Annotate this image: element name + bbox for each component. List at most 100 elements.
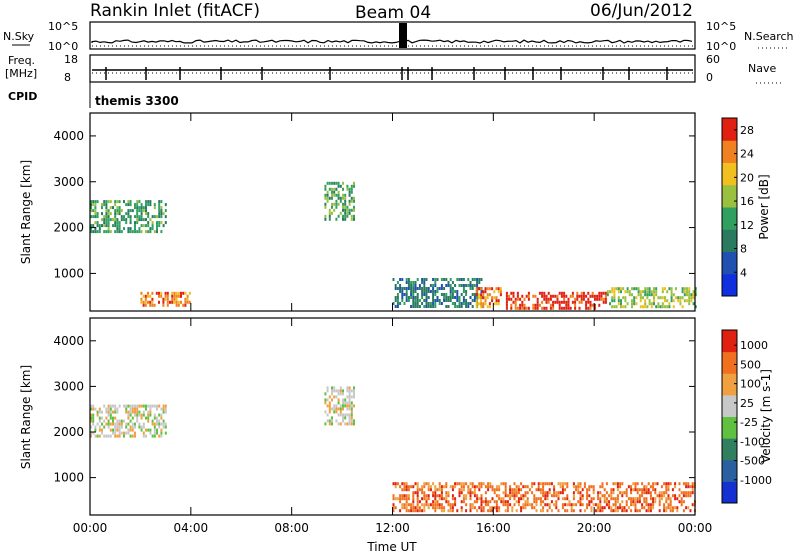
x-tick-label: 04:00 <box>174 521 209 535</box>
data-cell <box>184 300 187 304</box>
data-cell <box>138 227 141 231</box>
colorbar-swatch <box>722 184 737 208</box>
data-cell <box>642 290 644 294</box>
data-cell <box>114 428 117 432</box>
data-cell <box>401 278 404 281</box>
data-cell <box>101 203 103 207</box>
data-cell <box>620 290 622 294</box>
data-cell <box>348 389 351 393</box>
nsky-tick-bottom: 10^0 <box>48 40 78 53</box>
data-cell <box>136 218 139 222</box>
data-cell <box>114 218 117 222</box>
nsky-frame <box>89 21 696 50</box>
data-cell <box>138 206 141 210</box>
data-cell <box>173 297 176 301</box>
data-cell <box>346 401 349 405</box>
data-cell <box>147 410 150 414</box>
data-cell <box>458 299 461 302</box>
data-cell <box>582 297 585 301</box>
data-cell <box>140 291 143 295</box>
data-cell <box>156 407 158 411</box>
data-cell <box>478 278 481 281</box>
data-cell <box>129 434 132 438</box>
data-cell <box>410 284 413 287</box>
data-cell <box>414 509 417 513</box>
data-cell <box>462 278 465 281</box>
power-frame <box>89 112 696 312</box>
data-cell <box>476 509 479 513</box>
data-cell <box>149 300 152 304</box>
data-cell <box>638 488 641 492</box>
data-cell <box>694 305 697 309</box>
nsky-panel: N.Sky 10^5 10^0 10^5 10^0 N.Search <box>3 20 794 53</box>
data-cell <box>412 491 415 495</box>
data-cell <box>326 181 329 185</box>
nsearch-tick-top: 10^5 <box>706 20 736 33</box>
data-cell <box>140 413 143 417</box>
data-cell <box>544 482 547 486</box>
data-cell <box>399 509 402 513</box>
data-cell <box>434 506 437 510</box>
data-cell <box>643 485 646 489</box>
data-cell <box>353 184 355 188</box>
data-cell <box>331 416 333 420</box>
data-cell <box>606 293 609 297</box>
data-cell <box>451 506 454 510</box>
data-cell <box>637 293 640 297</box>
data-cell <box>392 302 395 305</box>
data-cell <box>407 488 410 492</box>
data-cell <box>465 497 468 501</box>
data-cell <box>654 488 657 492</box>
data-cell <box>641 503 644 507</box>
data-cell <box>142 404 145 408</box>
nsky-tick-top: 10^5 <box>48 20 78 33</box>
data-cell <box>147 416 150 420</box>
colorbar-swatch <box>722 459 737 482</box>
data-cell <box>672 293 675 297</box>
data-cell <box>353 395 355 399</box>
data-cell <box>537 497 540 501</box>
data-cell <box>620 299 622 303</box>
data-cell <box>504 500 507 504</box>
data-cell <box>344 413 347 417</box>
data-cell <box>166 303 169 307</box>
data-cell <box>625 509 628 513</box>
data-cell <box>156 215 158 219</box>
data-cell <box>399 278 402 281</box>
data-cell <box>335 395 338 399</box>
data-cell <box>487 482 490 486</box>
data-cell <box>537 482 540 486</box>
data-cell <box>558 306 561 310</box>
data-cell <box>665 506 668 510</box>
data-cell <box>665 500 668 504</box>
data-cell <box>597 503 600 507</box>
data-cell <box>477 293 480 297</box>
data-cell <box>142 413 145 417</box>
data-cell <box>561 482 564 486</box>
data-cell <box>451 485 454 489</box>
data-cell <box>407 287 410 290</box>
data-cell <box>153 422 156 426</box>
data-cell <box>405 488 408 492</box>
data-cell <box>456 509 459 513</box>
data-cell <box>671 509 674 513</box>
data-cell <box>686 290 688 294</box>
data-cell <box>145 200 147 204</box>
data-cell <box>690 299 693 303</box>
data-cell <box>686 293 688 297</box>
data-cell <box>96 215 99 219</box>
data-cell <box>577 485 580 489</box>
data-cell <box>659 305 662 309</box>
data-cell <box>114 425 117 429</box>
data-cell <box>337 422 340 426</box>
data-cell <box>509 503 512 507</box>
data-cell <box>109 200 112 204</box>
data-cell <box>164 297 167 301</box>
colorbar-tick-label: -500 <box>740 455 765 468</box>
data-cell <box>344 208 347 212</box>
data-cell <box>599 506 602 510</box>
data-cell <box>489 506 492 510</box>
x-tick-label: 20:00 <box>577 521 612 535</box>
data-cell <box>118 200 121 204</box>
